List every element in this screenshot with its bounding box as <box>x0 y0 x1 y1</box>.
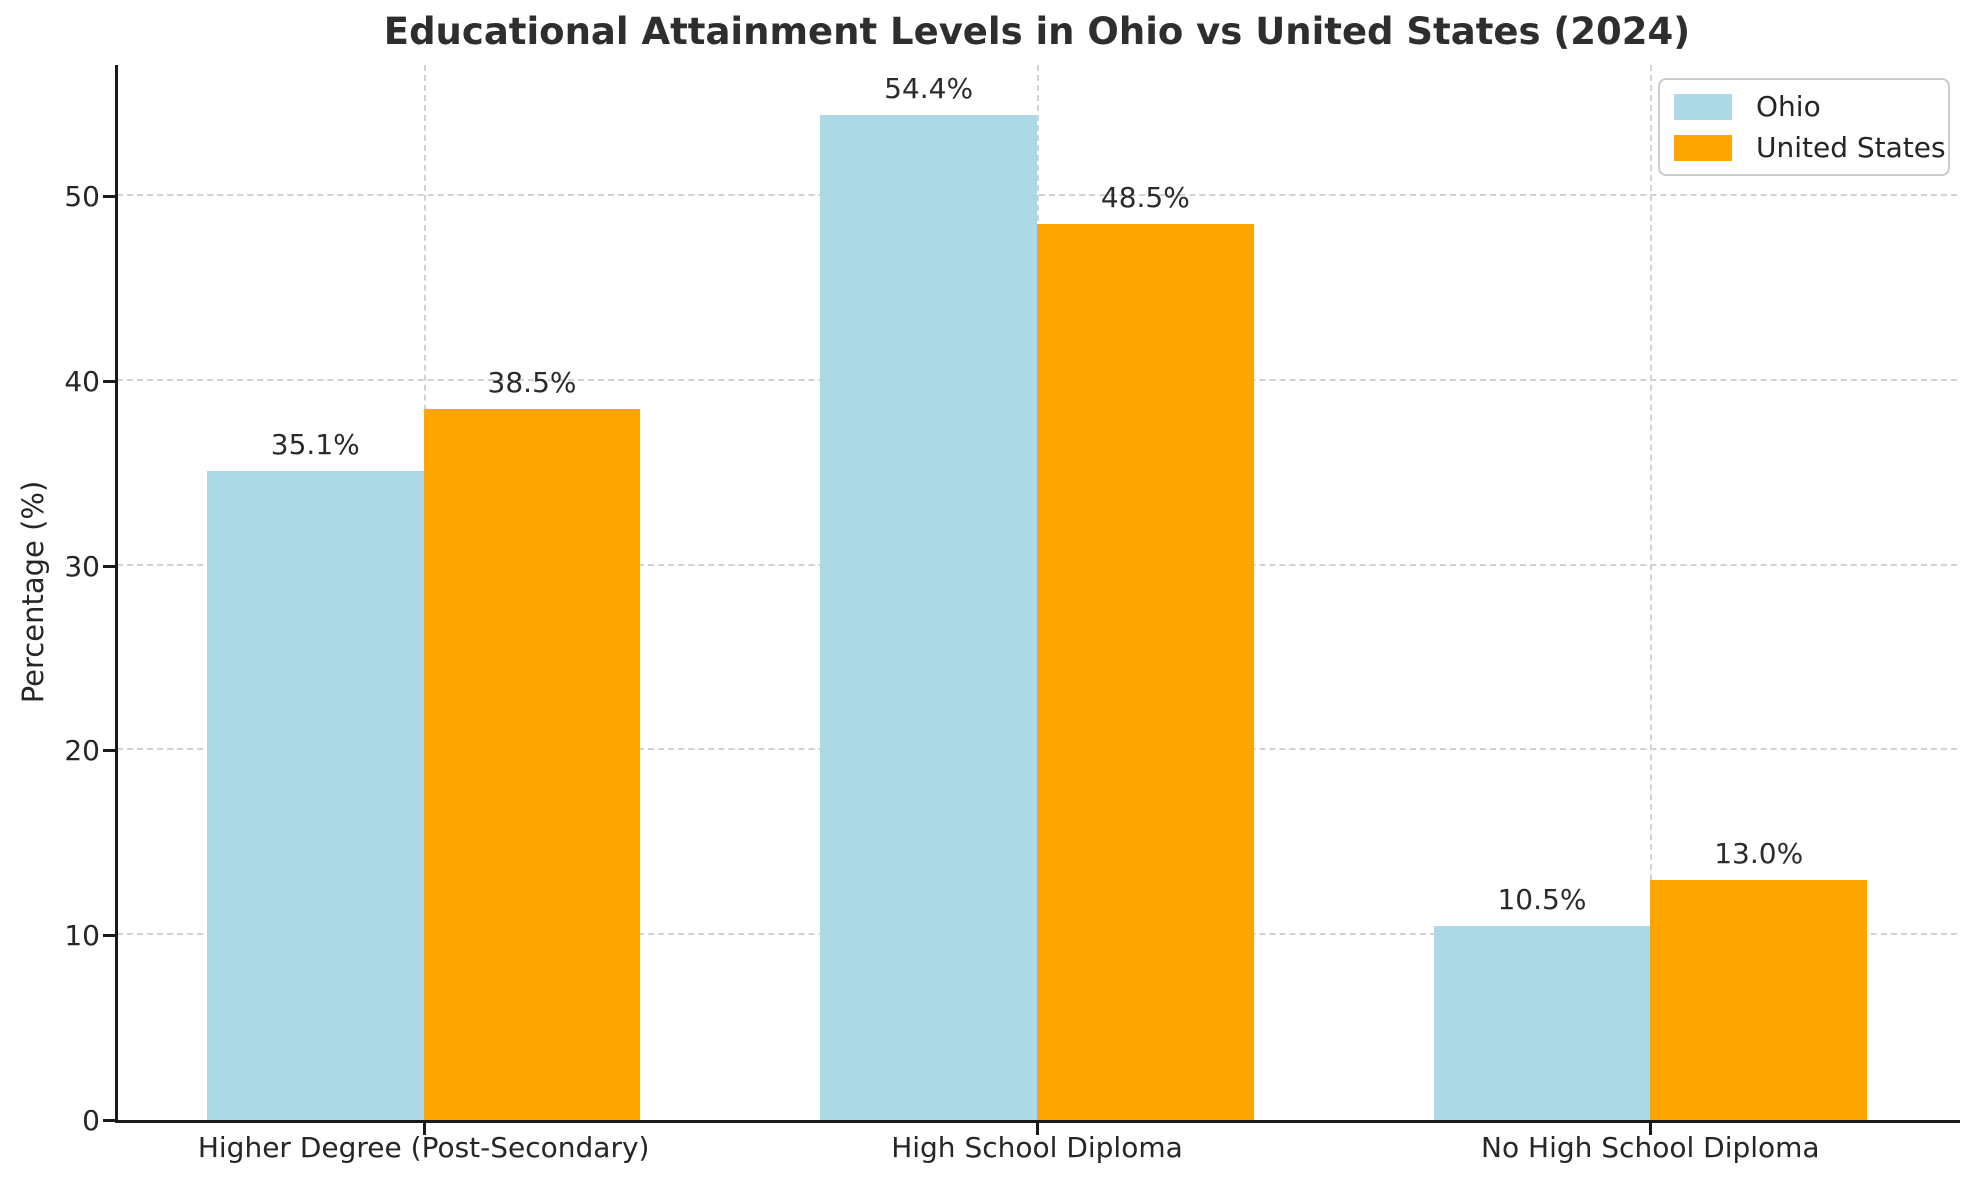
bar-united-states <box>1037 223 1254 1120</box>
y-tick-mark <box>103 934 115 938</box>
bar-value-label: 35.1% <box>270 428 360 462</box>
legend-label: Ohio <box>1756 90 1821 123</box>
y-axis-spine <box>115 65 118 1123</box>
legend: Ohio United States <box>1658 78 1950 176</box>
x-tick-mark <box>1036 1123 1039 1135</box>
y-tick-label: 40 <box>64 364 100 398</box>
bar-value-label: 38.5% <box>487 365 577 399</box>
legend-swatch-icon <box>1674 93 1732 120</box>
y-tick-label: 20 <box>64 734 100 768</box>
legend-label: United States <box>1756 131 1946 164</box>
y-tick-mark <box>103 379 115 383</box>
x-tick-label: High School Diploma <box>891 1131 1183 1164</box>
bar-value-label: 10.5% <box>1497 883 1587 916</box>
y-tick-mark <box>103 564 115 568</box>
y-tick-mark <box>103 749 115 753</box>
bar-ohio <box>206 471 424 1120</box>
bar-value-label: 13.0% <box>1714 836 1804 870</box>
y-tick-label: 10 <box>64 919 100 953</box>
x-tick-label: Higher Degree (Post-Secondary) <box>197 1131 650 1164</box>
x-tick-mark <box>1649 1123 1653 1135</box>
legend-entry-ohio: Ohio <box>1674 90 1934 123</box>
y-tick-label: 0 <box>82 1104 100 1137</box>
y-axis-label: Percentage (%) <box>16 480 50 704</box>
x-tick-label: No High School Diploma <box>1481 1131 1820 1164</box>
bar-value-label: 54.4% <box>884 71 974 105</box>
bar-value-label: 48.5% <box>1100 180 1190 214</box>
y-tick-label: 30 <box>64 549 100 583</box>
plot-area: 35.1% 38.5% 54.4% 48.5% 10.5% 13.0% <box>117 65 1957 1120</box>
bar-ohio <box>1433 926 1651 1120</box>
bar-united-states <box>423 408 641 1120</box>
y-tick-mark <box>103 195 115 199</box>
legend-swatch-icon <box>1674 134 1732 161</box>
y-tick-label: 50 <box>64 180 100 214</box>
legend-entry-united-states: United States <box>1674 131 1946 164</box>
x-tick-mark <box>422 1123 426 1135</box>
x-gridline <box>1650 65 1653 1120</box>
bar-ohio <box>820 114 1037 1120</box>
y-tick-mark <box>103 1119 115 1122</box>
x-axis-spine <box>115 1120 1960 1123</box>
bar-united-states <box>1650 879 1868 1120</box>
chart-title: Educational Attainment Levels in Ohio vs… <box>383 10 1691 53</box>
